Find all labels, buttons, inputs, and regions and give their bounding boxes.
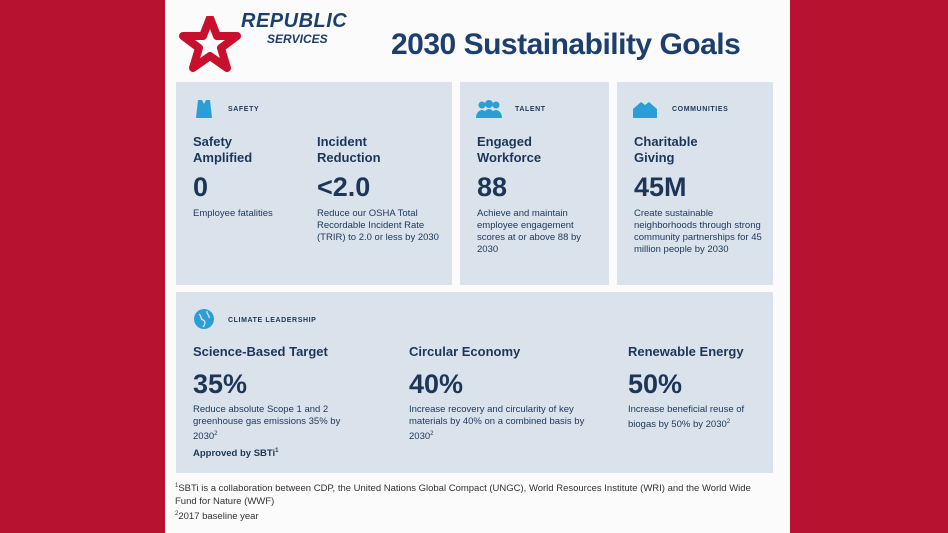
goal-value: 35% bbox=[193, 369, 248, 399]
goal-heading: Charitable Giving bbox=[634, 134, 698, 165]
category-label: COMMUNITIES bbox=[672, 106, 729, 113]
category-label: CLIMATE LEADERSHIP bbox=[228, 317, 317, 324]
footnote: 1SBTi is a collaboration between CDP, th… bbox=[175, 483, 751, 507]
goal-heading: Renewable Energy bbox=[628, 344, 744, 359]
goal-value: 40% bbox=[409, 369, 464, 399]
footnote: 22017 baseline year bbox=[175, 511, 259, 523]
brand-name: REPUBLIC bbox=[241, 10, 348, 32]
footnotes: 1SBTi is a collaboration between CDP, th… bbox=[175, 480, 775, 524]
goal-desc: Employee fatalities bbox=[193, 208, 273, 219]
goal-heading: Incident Reduction bbox=[317, 134, 381, 165]
houses-icon bbox=[633, 102, 657, 118]
goal-desc: Create sustainable neighborhoods through… bbox=[634, 208, 762, 255]
goal-value: 88 bbox=[477, 172, 508, 202]
globe-icon bbox=[194, 309, 214, 329]
goal-value: 50% bbox=[628, 369, 683, 399]
climate-card: CLIMATE LEADERSHIP Science-Based Target … bbox=[176, 292, 773, 473]
goal-desc: Increase beneficial reuse of biogas by 5… bbox=[628, 404, 745, 431]
safety-vest-icon bbox=[196, 100, 212, 118]
infographic: REPUBLIC SERVICES 2030 Sustainability Go… bbox=[165, 0, 790, 533]
communities-card: COMMUNITIES Charitable Giving 45M Create… bbox=[617, 82, 773, 285]
goal-value: 45M bbox=[634, 172, 687, 202]
goal-desc: Reduce our OSHA Total Recordable Inciden… bbox=[317, 208, 439, 243]
goal-desc: Increase recovery and circularity of key… bbox=[409, 404, 585, 443]
goal-desc: Reduce absolute Scope 1 and 2 greenhouse… bbox=[193, 404, 341, 443]
goal-value: <2.0 bbox=[317, 172, 371, 202]
category-label: TALENT bbox=[515, 106, 546, 113]
goal-heading: Science-Based Target bbox=[193, 344, 328, 359]
category-label: SAFETY bbox=[228, 106, 260, 113]
sbti-note: Approved by SBTi1 bbox=[193, 448, 279, 460]
goal-desc: Achieve and maintain employee engagement… bbox=[477, 208, 582, 255]
talent-card: TALENT Engaged Workforce 88 Achieve and … bbox=[460, 82, 609, 285]
people-icon bbox=[476, 100, 502, 118]
goal-heading: Engaged Workforce bbox=[477, 134, 542, 165]
goal-heading: Circular Economy bbox=[409, 344, 521, 359]
goal-heading: Safety Amplified bbox=[193, 134, 253, 165]
republic-services-logo bbox=[179, 16, 241, 72]
goal-value: 0 bbox=[193, 172, 209, 202]
safety-card: SAFETY Safety Amplified 0 Employee fatal… bbox=[176, 82, 452, 285]
brand-sub: SERVICES bbox=[267, 32, 328, 46]
page-title: 2030 Sustainability Goals bbox=[391, 28, 741, 61]
